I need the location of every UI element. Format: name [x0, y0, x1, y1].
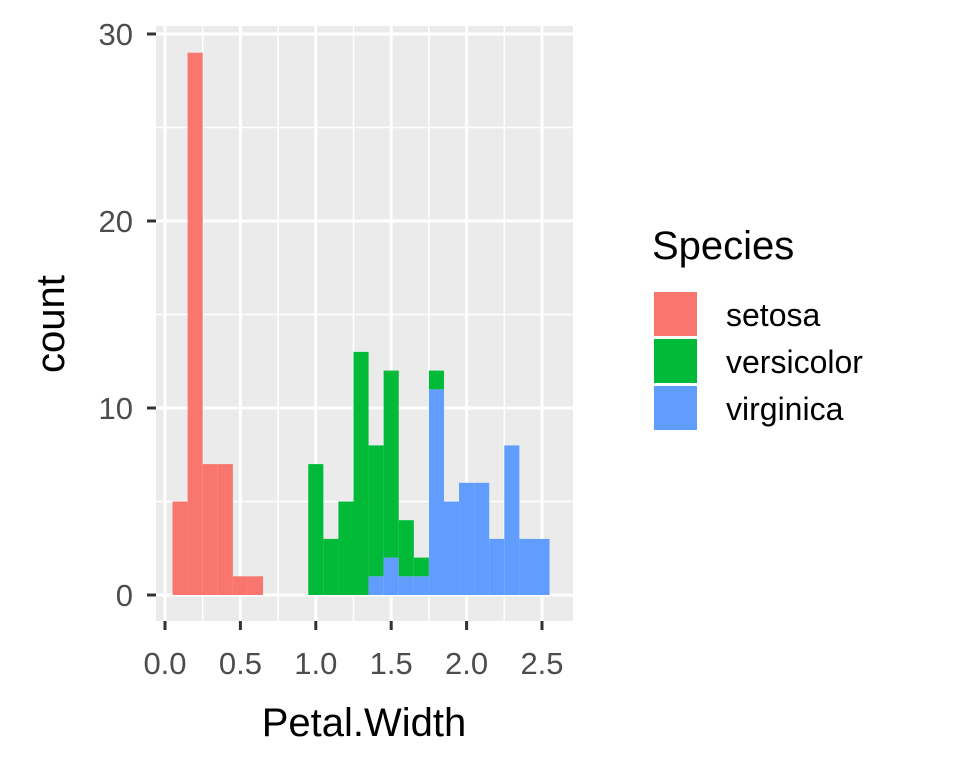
legend-key-setosa: [654, 292, 697, 336]
bar-versicolor-12: [353, 351, 369, 595]
legend: Species setosa versicolor virginica: [652, 224, 863, 430]
legend-title: Species: [652, 224, 794, 268]
histogram-bars: [172, 52, 550, 595]
bar-virginica-23: [519, 538, 535, 595]
bar-virginica-18: [443, 501, 460, 595]
bar-virginica-22: [504, 445, 520, 595]
bar-setosa-1: [187, 52, 203, 595]
bar-setosa-3: [217, 464, 233, 595]
bar-versicolor-13: [368, 445, 384, 577]
bar-versicolor-15: [398, 520, 414, 577]
bar-virginica-19: [459, 482, 475, 595]
bar-setosa-0: [172, 501, 188, 595]
x-tick-label: 1.5: [370, 646, 413, 681]
x-tick-label: 1.0: [294, 646, 337, 681]
y-tick-label: 10: [99, 391, 133, 426]
y-axis: 0 10 20 30: [99, 17, 156, 613]
bar-virginica-17: [428, 389, 444, 595]
bar-versicolor-16: [413, 557, 429, 577]
bar-virginica-16: [413, 576, 429, 595]
legend-key-virginica: [654, 386, 697, 430]
x-tick-label: 2.0: [445, 646, 488, 681]
bar-versicolor-10: [323, 538, 339, 595]
y-tick-label: 30: [99, 17, 133, 52]
x-tick-label: 0.0: [143, 646, 186, 681]
bar-virginica-13: [368, 576, 384, 595]
bar-setosa-5: [247, 576, 264, 595]
x-axis-title: Petal.Width: [262, 701, 467, 745]
bar-versicolor-14: [383, 370, 399, 558]
x-tick-label: 2.5: [520, 646, 563, 681]
bar-versicolor-17: [428, 370, 444, 390]
y-axis-title: count: [29, 275, 73, 373]
bar-setosa-2: [202, 464, 218, 595]
bar-setosa-4: [232, 576, 248, 595]
bar-virginica-15: [398, 576, 414, 595]
bar-virginica-20: [474, 482, 490, 595]
bar-versicolor-9: [308, 464, 324, 595]
legend-key-versicolor: [654, 339, 697, 383]
y-tick-label: 0: [116, 578, 133, 613]
legend-label-virginica: virginica: [726, 391, 844, 427]
bar-virginica-21: [489, 538, 505, 595]
x-tick-label: 0.5: [219, 646, 262, 681]
y-tick-label: 20: [99, 204, 133, 239]
bar-versicolor-11: [338, 501, 354, 595]
legend-label-setosa: setosa: [726, 297, 820, 333]
legend-label-versicolor: versicolor: [726, 344, 863, 380]
x-axis: 0.0 0.5 1.0 1.5 2.0 2.5: [143, 621, 564, 681]
bar-virginica-24: [534, 538, 550, 595]
bar-virginica-14: [383, 557, 399, 595]
